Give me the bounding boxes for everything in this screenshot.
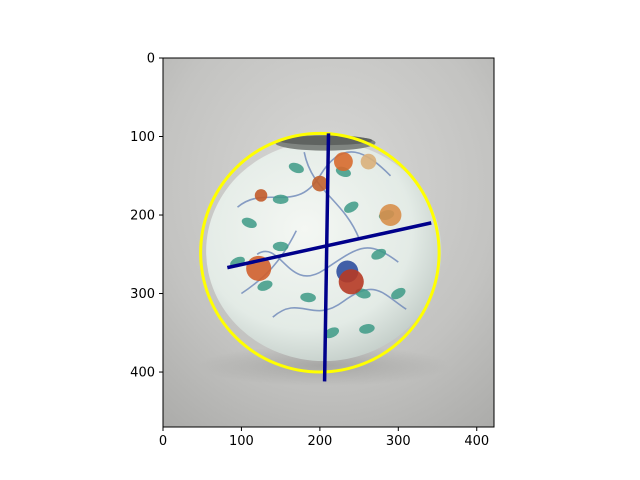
leaf (324, 327, 340, 339)
leaf (272, 194, 289, 205)
axes-frame (162, 57, 495, 428)
y-tick-label: 300 (130, 287, 155, 302)
leaf (257, 280, 273, 291)
fruit (254, 189, 268, 202)
x-tick-label: 200 (307, 434, 332, 449)
leaf (371, 248, 387, 260)
leaf (288, 162, 304, 174)
fruit (360, 153, 377, 170)
vine-stroke (240, 230, 298, 295)
vine-stroke (256, 247, 399, 277)
x-tick-label: 300 (386, 434, 411, 449)
porcelain-jar-picture (198, 134, 450, 387)
y-tick-label: 400 (130, 366, 155, 381)
fruit (338, 269, 364, 295)
leaf (344, 201, 359, 213)
x-tick-label: 100 (229, 434, 254, 449)
vine-stroke (272, 288, 407, 318)
y-axis-ticks: 0 100 200 300 400 (130, 52, 163, 381)
y-tick-label: 200 (130, 209, 155, 224)
y-tick-label: 100 (130, 130, 155, 145)
fruit (333, 152, 353, 172)
leaf (300, 292, 316, 303)
circle (199, 131, 441, 374)
x-tick-label: 0 (159, 434, 167, 449)
x-tick-label: 400 (464, 434, 489, 449)
y-tick-label: 0 (147, 52, 155, 67)
fruit (312, 175, 328, 192)
leaf (272, 241, 289, 252)
leaf (359, 324, 375, 334)
horizontal-axis-line (226, 221, 432, 270)
overlay-shapes (199, 131, 441, 382)
x-axis-ticks: 0 100 200 300 400 (159, 427, 489, 449)
leaf (241, 217, 257, 229)
fruit (379, 204, 402, 227)
leaf (391, 287, 406, 300)
vertical-axis-line (322, 133, 331, 382)
